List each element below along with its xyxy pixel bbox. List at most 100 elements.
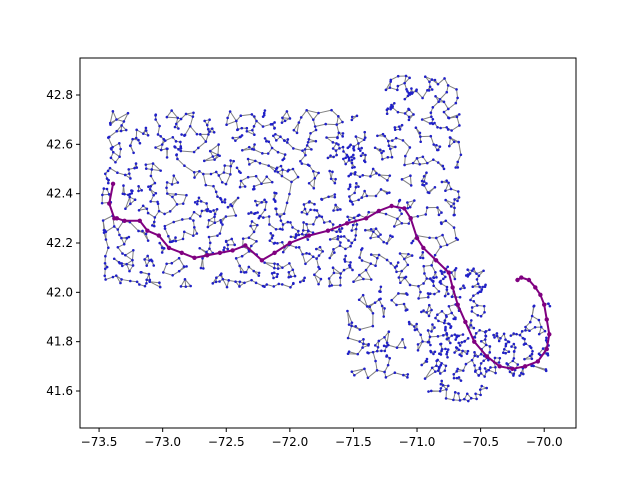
network-node [356, 352, 360, 356]
network-edge [149, 281, 161, 288]
network-node [459, 379, 463, 382]
network-node [275, 167, 278, 171]
network-node [252, 148, 256, 151]
network-node [307, 138, 311, 141]
network-node [452, 376, 456, 380]
network-node [349, 261, 352, 264]
network-edge [325, 123, 337, 126]
y-tick-label: 41.6 [46, 384, 73, 398]
network-node [220, 200, 224, 204]
network-node [358, 273, 361, 277]
network-node [165, 192, 169, 195]
network-edge [169, 203, 178, 212]
network-node [140, 189, 143, 192]
network-edge [372, 168, 380, 176]
network-node [516, 363, 520, 366]
network-node [502, 347, 506, 351]
network-node [165, 115, 169, 119]
network-node [359, 154, 363, 158]
network-node [277, 282, 281, 286]
network-node [387, 144, 391, 148]
network-node [406, 263, 410, 267]
network-edge [363, 278, 372, 281]
network-node [377, 298, 381, 301]
network-node [134, 136, 138, 140]
network-node [528, 329, 531, 333]
network-edge [117, 172, 126, 176]
network-node [355, 223, 359, 226]
network-node [154, 113, 158, 116]
network-edge [375, 189, 382, 197]
network-edge [300, 109, 308, 118]
network-node [291, 268, 295, 272]
network-node [235, 119, 238, 123]
network-node [354, 325, 358, 328]
network-node [544, 368, 548, 371]
network-node [458, 399, 462, 402]
network-node [456, 199, 459, 203]
network-node [263, 261, 266, 264]
network-node [285, 141, 289, 144]
network-node [479, 362, 483, 365]
route-point [166, 245, 172, 251]
network-node [239, 270, 243, 274]
network-node [514, 346, 517, 349]
network-node [428, 80, 431, 84]
network-node [504, 344, 508, 348]
network-node [353, 373, 356, 377]
network-node [319, 277, 323, 281]
route-point [544, 317, 549, 322]
network-node [341, 135, 344, 138]
network-node [328, 284, 331, 288]
network-edge [248, 175, 257, 178]
network-node [134, 162, 138, 165]
network-node [147, 185, 150, 189]
network-node [415, 88, 418, 92]
network-node [198, 133, 202, 136]
network-node [322, 221, 326, 224]
network-edge [112, 111, 117, 120]
network-edge [445, 199, 455, 205]
network-node [157, 209, 161, 213]
network-node [273, 126, 276, 130]
network-node [410, 241, 413, 245]
network-edge [329, 249, 334, 259]
route-point [243, 243, 248, 248]
network-node [435, 364, 438, 368]
network-node [335, 142, 338, 145]
network-node [215, 276, 218, 279]
network-edge [381, 305, 385, 317]
network-node [240, 126, 244, 130]
network-node [301, 149, 304, 152]
network-node [226, 205, 230, 209]
network-node [261, 115, 265, 118]
network-node [466, 337, 470, 340]
network-node [373, 344, 377, 347]
network-node [398, 128, 402, 131]
network-node [357, 185, 360, 188]
network-node [350, 115, 354, 119]
network-node [145, 207, 149, 211]
network-node [144, 163, 148, 166]
network-node [119, 129, 123, 133]
network-edge [336, 116, 339, 125]
network-node [188, 124, 192, 128]
network-node [349, 244, 352, 248]
network-edge [189, 116, 194, 127]
network-edge [240, 176, 249, 182]
network-node [385, 108, 389, 112]
network-node [254, 174, 258, 178]
network-edge [401, 178, 412, 186]
network-node [391, 235, 394, 239]
network-node [479, 372, 483, 375]
network-node [265, 140, 268, 143]
network-node [195, 132, 199, 136]
network-node [260, 201, 263, 204]
network-node [436, 358, 439, 362]
network-node [193, 226, 196, 229]
network-node [430, 330, 433, 333]
network-node [213, 215, 216, 219]
network-node [176, 116, 180, 120]
network-edge [102, 220, 106, 231]
network-node [442, 277, 445, 281]
